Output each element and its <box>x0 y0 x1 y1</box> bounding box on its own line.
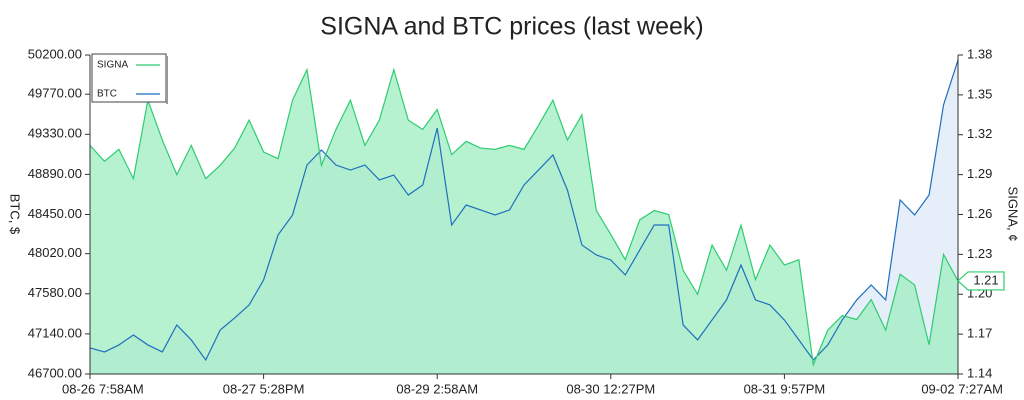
x-tick-label: 08-27 5:28PM <box>223 381 305 396</box>
legend-label: SIGNA <box>97 60 128 71</box>
y2-tick-label: 1.35 <box>967 86 992 101</box>
y-tick-label: 48450.00 <box>28 206 82 221</box>
legend: SIGNA BTC <box>91 53 168 104</box>
y-tick-label: 48020.00 <box>28 245 82 260</box>
last-value-label: 1.21 <box>973 272 998 287</box>
area <box>90 69 958 374</box>
y-tick-label: 47140.00 <box>28 325 82 340</box>
y-tick-label: 46700.00 <box>28 365 82 380</box>
y2-tick-label: 1.32 <box>967 126 992 141</box>
y-tick-label: 48890.00 <box>28 166 82 181</box>
y-tick-label: 50200.00 <box>28 46 82 61</box>
x-tick-label: 08-30 12:27PM <box>566 381 655 396</box>
y-tick-label: 49770.00 <box>28 86 82 101</box>
line <box>89 67 959 367</box>
x-tick-label: 08-29 2:58AM <box>396 381 478 396</box>
y2-tick-label: 1.38 <box>967 46 992 61</box>
line <box>89 59 959 362</box>
y-tick-label: 49330.00 <box>28 126 82 141</box>
x-tick-label: 08-31 9:57PM <box>744 381 826 396</box>
y2-axis-title: SIGNA, ¢ <box>1006 187 1021 242</box>
legend-shadow <box>166 56 168 104</box>
y2-tick-label: 1.14 <box>967 365 992 380</box>
y2-tick-label: 1.23 <box>967 246 992 261</box>
y-axis-title: BTC, $ <box>8 194 23 235</box>
y2-tick-label: 1.26 <box>967 206 992 221</box>
y2-tick-label: 1.17 <box>967 326 992 341</box>
y-tick-label: 47580.00 <box>28 285 82 300</box>
x-tick-label: 08-26 7:58AM <box>62 381 144 396</box>
x-tick-label: 09-02 7:27AM <box>921 381 1003 396</box>
chart-title: SIGNA and BTC prices (last week) <box>320 13 703 41</box>
y2-tick-label: 1.29 <box>967 166 992 181</box>
legend-label: BTC <box>97 89 117 100</box>
last-value-box <box>957 271 1005 291</box>
